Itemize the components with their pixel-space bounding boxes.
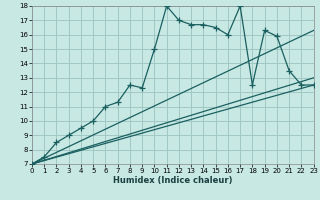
X-axis label: Humidex (Indice chaleur): Humidex (Indice chaleur) xyxy=(113,176,233,185)
